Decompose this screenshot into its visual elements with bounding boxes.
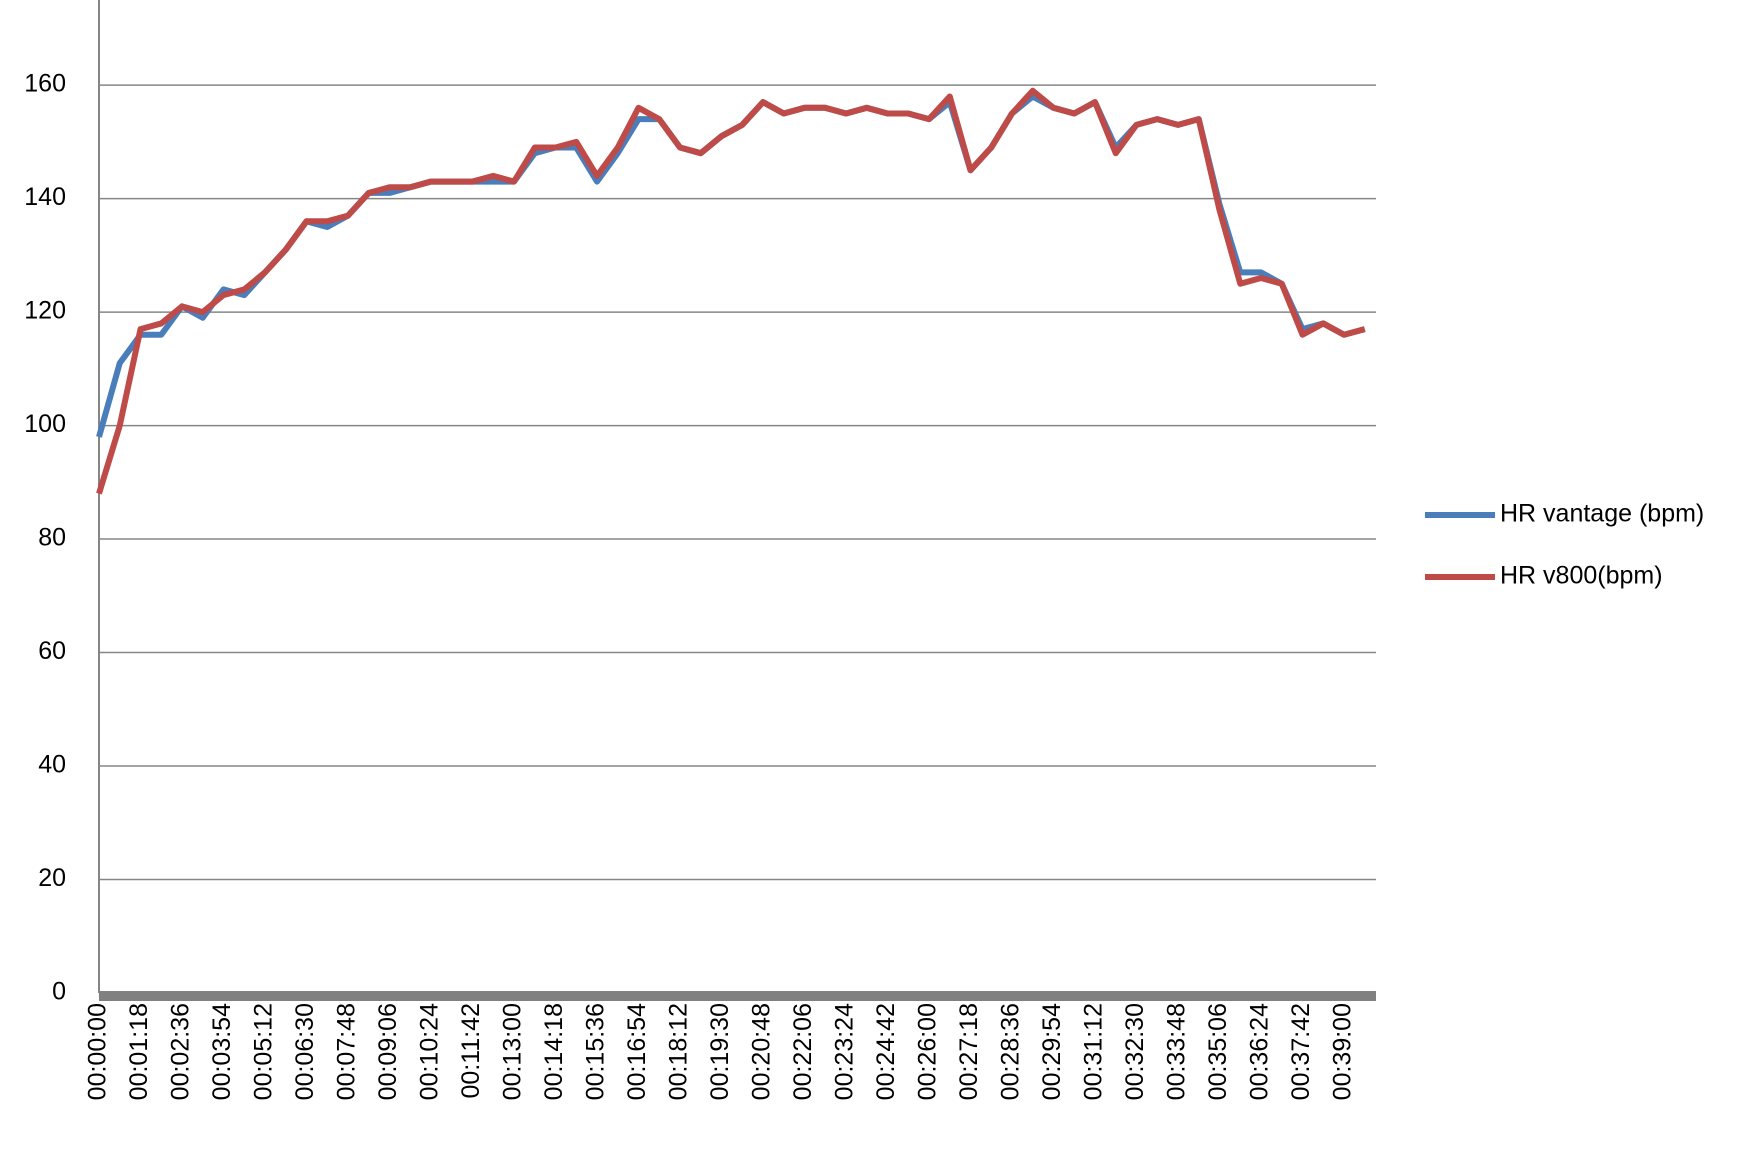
x-tick-label: 00:00:00 — [84, 1003, 112, 1100]
x-tick-label: 00:06:30 — [291, 1003, 319, 1100]
x-tick-label: 00:10:24 — [416, 1003, 444, 1100]
x-tick-label: 00:13:00 — [499, 1003, 527, 1100]
legend-label: HR v800(bpm) — [1500, 562, 1663, 590]
x-tick-label: 00:37:42 — [1287, 1003, 1315, 1100]
x-tick-label: 00:23:24 — [831, 1003, 859, 1100]
x-tick-label: 00:16:54 — [623, 1003, 651, 1100]
y-tick-label: 120 — [24, 297, 66, 325]
x-tick-label: 00:09:06 — [374, 1003, 402, 1100]
x-tick-label: 00:31:12 — [1080, 1003, 1108, 1100]
x-tick-label: 00:22:06 — [789, 1003, 817, 1100]
series-line — [96, 93, 1366, 438]
x-tick-label: 00:05:12 — [250, 1003, 278, 1100]
x-tick-label: 00:03:54 — [208, 1003, 236, 1100]
y-tick-label: 20 — [38, 864, 66, 892]
x-tick-label: 00:20:48 — [748, 1003, 776, 1100]
y-tick-label: 140 — [24, 183, 66, 211]
x-tick-label: 00:19:30 — [706, 1003, 734, 1100]
series-line — [96, 87, 1366, 495]
x-tick-label: 00:18:12 — [665, 1003, 693, 1100]
x-tick-label: 00:01:18 — [125, 1003, 153, 1100]
x-tick-label: 00:39:00 — [1329, 1003, 1357, 1100]
x-tick-label: 00:29:54 — [1038, 1003, 1066, 1100]
x-tick-label: 00:32:30 — [1121, 1003, 1149, 1100]
x-tick-label: 00:02:36 — [167, 1003, 195, 1100]
y-tick-label: 60 — [38, 637, 66, 665]
x-tick-label: 00:11:42 — [457, 1003, 485, 1098]
x-tick-label: 00:07:48 — [333, 1003, 361, 1100]
x-tick-label: 00:15:36 — [582, 1003, 610, 1100]
y-tick-label: 40 — [38, 751, 66, 779]
x-tick-label: 00:27:18 — [955, 1003, 983, 1100]
x-tick-label: 00:26:00 — [914, 1003, 942, 1100]
x-tick-label: 00:36:24 — [1246, 1003, 1274, 1100]
y-tick-label: 0 — [52, 978, 66, 1006]
x-tick-label: 00:14:18 — [540, 1003, 568, 1100]
x-tick-label: 00:28:36 — [997, 1003, 1025, 1100]
x-tick-label: 00:35:06 — [1204, 1003, 1232, 1100]
y-tick-label: 80 — [38, 524, 66, 552]
y-tick-label: 100 — [24, 410, 66, 438]
y-tick-label: 160 — [24, 70, 66, 98]
x-tick-label: 00:33:48 — [1163, 1003, 1191, 1100]
x-tick-label: 00:24:42 — [872, 1003, 900, 1100]
legend-label: HR vantage (bpm) — [1500, 500, 1704, 528]
